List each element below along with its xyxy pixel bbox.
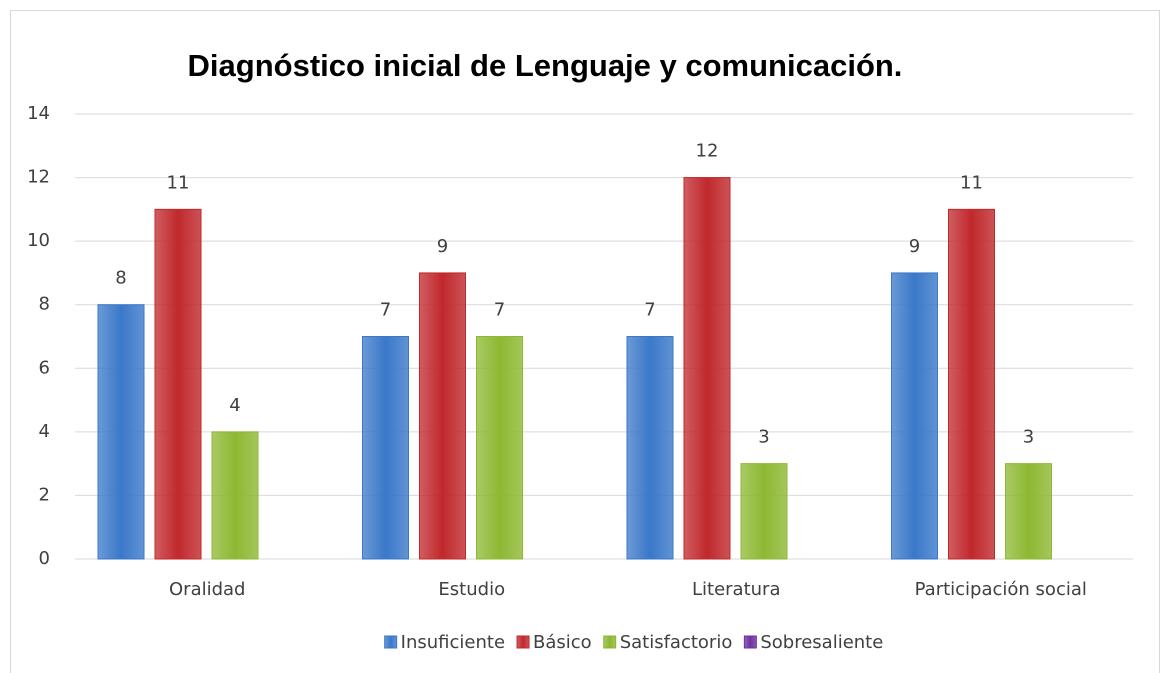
bar bbox=[362, 336, 409, 560]
data-label: 7 bbox=[494, 300, 505, 321]
bar bbox=[683, 177, 731, 560]
data-label: 11 bbox=[167, 172, 190, 193]
chart-title: Diagnóstico inicial de Lenguaje y comuni… bbox=[188, 48, 903, 83]
legend-label: Sobresaliente bbox=[760, 632, 883, 653]
y-tick-label: 2 bbox=[39, 484, 50, 505]
x-tick-label: Literatura bbox=[692, 579, 781, 600]
x-tick-label: Participación social bbox=[915, 579, 1087, 600]
legend-swatch bbox=[384, 635, 398, 649]
bar bbox=[626, 336, 674, 560]
legend-swatch bbox=[743, 635, 757, 649]
x-tick-label: Estudio bbox=[438, 579, 505, 600]
bar bbox=[476, 336, 523, 560]
data-label: 3 bbox=[758, 427, 769, 448]
legend-swatch bbox=[603, 635, 617, 649]
legend-label: Insuficiente bbox=[401, 632, 505, 653]
data-label: 12 bbox=[696, 141, 719, 162]
legend-label: Satisfactorio bbox=[620, 632, 733, 653]
bar bbox=[97, 304, 145, 560]
y-tick-label: 0 bbox=[39, 548, 50, 569]
bar bbox=[154, 208, 202, 560]
x-tick-label: Oralidad bbox=[169, 579, 245, 600]
bar bbox=[419, 272, 466, 560]
y-tick-label: 4 bbox=[39, 421, 50, 442]
y-tick-label: 12 bbox=[27, 167, 50, 188]
bar bbox=[740, 463, 788, 560]
bar bbox=[211, 431, 259, 560]
data-label: 8 bbox=[115, 268, 126, 289]
bar bbox=[948, 208, 995, 560]
data-label: 11 bbox=[960, 172, 983, 193]
data-label: 4 bbox=[229, 395, 240, 416]
legend-label: Básico bbox=[533, 632, 592, 653]
data-label: 9 bbox=[909, 236, 920, 257]
y-tick-label: 10 bbox=[27, 230, 50, 251]
bar bbox=[891, 272, 938, 560]
data-label: 7 bbox=[380, 300, 391, 321]
bar bbox=[1005, 463, 1052, 560]
legend-swatch bbox=[516, 635, 530, 649]
data-label: 7 bbox=[644, 300, 655, 321]
y-tick-label: 6 bbox=[39, 357, 50, 378]
data-label: 9 bbox=[437, 236, 448, 257]
data-label: 3 bbox=[1023, 427, 1034, 448]
y-tick-label: 14 bbox=[27, 103, 50, 124]
y-tick-label: 8 bbox=[39, 294, 50, 315]
